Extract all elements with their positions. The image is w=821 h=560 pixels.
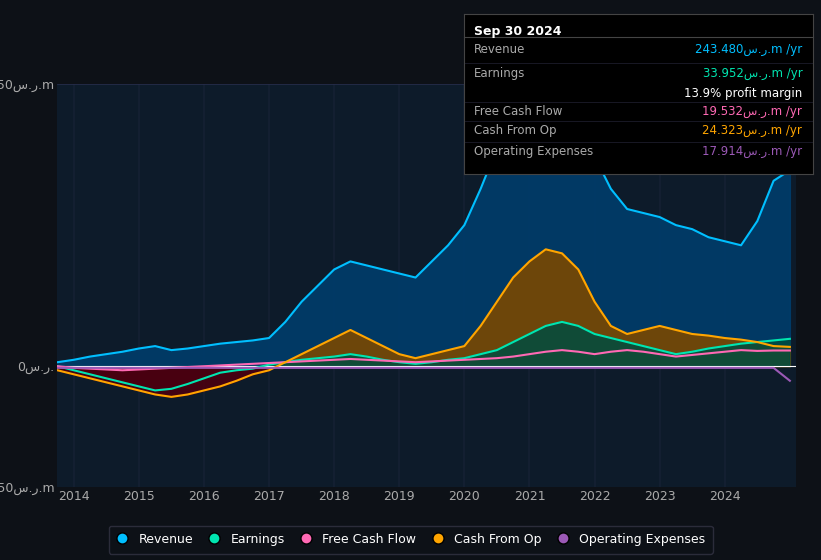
- Legend: Revenue, Earnings, Free Cash Flow, Cash From Op, Operating Expenses: Revenue, Earnings, Free Cash Flow, Cash …: [108, 526, 713, 554]
- Text: Operating Expenses: Operating Expenses: [475, 145, 594, 158]
- Text: 243.480س.ر.m /yr: 243.480س.ر.m /yr: [695, 43, 802, 56]
- Text: Sep 30 2024: Sep 30 2024: [475, 25, 562, 38]
- Text: 19.532س.ر.m /yr: 19.532س.ر.m /yr: [703, 105, 802, 118]
- Text: 17.914س.ر.m /yr: 17.914س.ر.m /yr: [702, 145, 802, 158]
- Text: 13.9% profit margin: 13.9% profit margin: [684, 87, 802, 100]
- Text: Earnings: Earnings: [475, 67, 525, 80]
- Text: Revenue: Revenue: [475, 43, 525, 56]
- Text: 33.952س.ر.m /yr: 33.952س.ر.m /yr: [703, 67, 802, 80]
- Text: 24.323س.ر.m /yr: 24.323س.ر.m /yr: [703, 124, 802, 137]
- Text: Cash From Op: Cash From Op: [475, 124, 557, 137]
- Text: Free Cash Flow: Free Cash Flow: [475, 105, 562, 118]
